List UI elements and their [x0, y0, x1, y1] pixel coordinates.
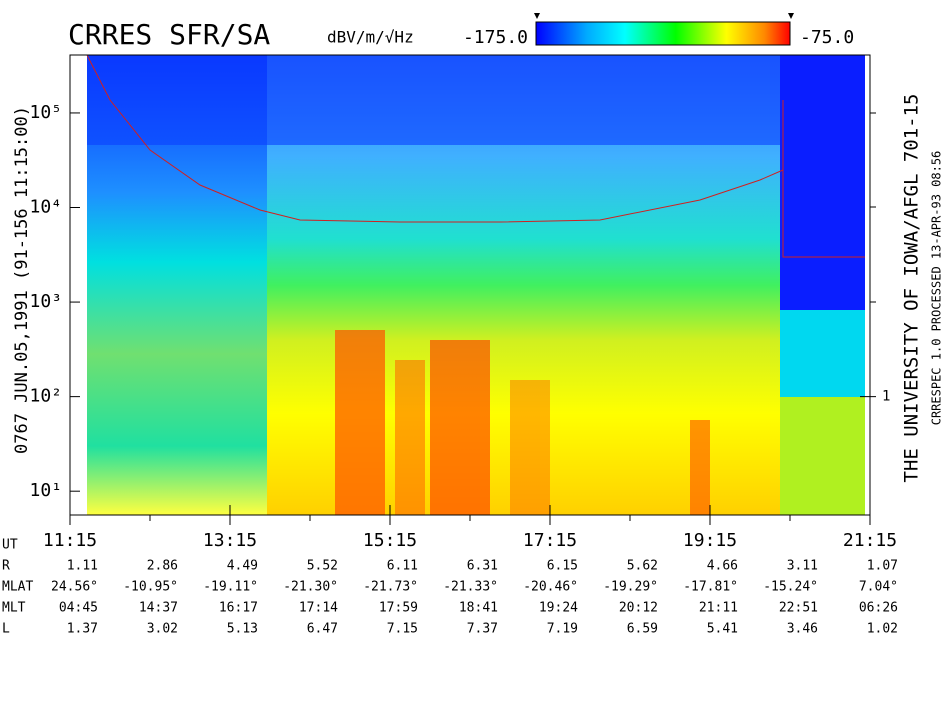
cell: 6.59 — [627, 622, 658, 637]
row-label: L — [2, 622, 10, 637]
cell: 2.86 — [147, 559, 178, 574]
cell: 4.49 — [227, 559, 258, 574]
cell: 1.11 — [67, 559, 98, 574]
y-tick-label: 10¹ — [29, 480, 62, 501]
cell: 21:11 — [699, 601, 738, 616]
cell: 6.31 — [467, 559, 498, 574]
y-tick-label: 10⁵ — [29, 102, 62, 123]
cell: -15.24° — [763, 580, 818, 595]
x-tick-label: 17:15 — [523, 530, 577, 551]
colorbar-limit: -75.0 — [800, 27, 854, 48]
colorbar-label: dBV/m/√Hz — [327, 28, 414, 47]
cell: 04:45 — [59, 601, 98, 616]
cell: -19.29° — [603, 580, 658, 595]
cell: -10.95° — [123, 580, 178, 595]
cell: 17:59 — [379, 601, 418, 616]
colorbar-limit: -175.0 — [463, 27, 528, 48]
cell: 19:24 — [539, 601, 578, 616]
right-caption: THE UNIVERSITY OF IOWA/AFGL 701-15 — [901, 94, 923, 483]
y2-tick-label: 1 — [882, 389, 890, 405]
colorbar-marker — [788, 13, 794, 19]
cell: 06:26 — [859, 601, 898, 616]
cell: 7.37 — [467, 622, 498, 637]
cell: 17:14 — [299, 601, 338, 616]
cell: 16:17 — [219, 601, 258, 616]
right-note: CRRESPEC 1.0 PROCESSED 13-APR-93 08:56 — [930, 151, 944, 426]
cell: 5.41 — [707, 622, 738, 637]
row-label: R — [2, 559, 10, 574]
y-tick-label: 10⁴ — [29, 197, 62, 218]
cell: 6.11 — [387, 559, 418, 574]
cell: 7.15 — [387, 622, 418, 637]
cell: -20.46° — [523, 580, 578, 595]
row-label: MLAT — [2, 580, 33, 595]
cell: -17.81° — [683, 580, 738, 595]
cell: 3.46 — [787, 622, 818, 637]
x-tick-label: 15:15 — [363, 530, 417, 551]
cell: 5.13 — [227, 622, 258, 637]
cell: 6.47 — [307, 622, 338, 637]
left-caption: 0767 JUN.05,1991 (91-156 11:15:00) — [12, 106, 32, 454]
row-label: UT — [2, 538, 18, 553]
cell: 1.37 — [67, 622, 98, 637]
cell: 22:51 — [779, 601, 818, 616]
cell: -21.73° — [363, 580, 418, 595]
cell: 5.52 — [307, 559, 338, 574]
cell: 20:12 — [619, 601, 658, 616]
row-label: MLT — [2, 601, 26, 616]
cell: 1.02 — [867, 622, 898, 637]
cell: 14:37 — [139, 601, 178, 616]
cell: 4.66 — [707, 559, 738, 574]
cell: -19.11° — [203, 580, 258, 595]
cell: 24.56° — [51, 580, 98, 595]
minor-x-ticks — [149, 112, 876, 521]
cell: 18:41 — [459, 601, 498, 616]
x-tick-label: 21:15 — [843, 530, 897, 551]
cell: 7.04° — [859, 580, 898, 595]
y-tick-label: 10³ — [29, 291, 62, 312]
x-tick-label: 13:15 — [203, 530, 257, 551]
cell: 7.19 — [547, 622, 578, 637]
cell: 5.62 — [627, 559, 658, 574]
cell: 3.02 — [147, 622, 178, 637]
cell: 6.15 — [547, 559, 578, 574]
cell: 1.07 — [867, 559, 898, 574]
cell: -21.30° — [283, 580, 338, 595]
y-tick-label: 10² — [29, 386, 62, 407]
x-tick-label: 19:15 — [683, 530, 737, 551]
spectrogram — [86, 54, 865, 515]
colorbar-marker — [534, 13, 540, 19]
chart-title: CRRES SFR/SA — [68, 18, 270, 51]
cell: -21.33° — [443, 580, 498, 595]
cell: 3.11 — [787, 559, 818, 574]
colorbar — [535, 21, 791, 46]
x-tick-label: 11:15 — [43, 530, 97, 551]
